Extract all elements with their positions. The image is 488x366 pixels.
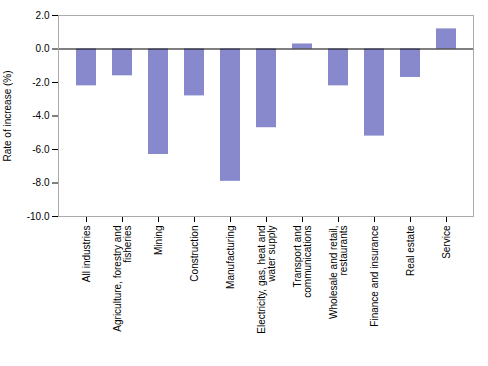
- svg-text:0.0: 0.0: [36, 43, 50, 54]
- svg-text:Finance and insurance: Finance and insurance: [369, 225, 380, 327]
- svg-text:Manufacturing: Manufacturing: [225, 226, 236, 289]
- svg-text:-8.0: -8.0: [32, 177, 50, 188]
- svg-text:Real estate: Real estate: [405, 225, 416, 276]
- svg-text:-10.0: -10.0: [27, 211, 50, 222]
- svg-text:All industries: All industries: [81, 226, 92, 283]
- svg-text:Transport andcommunications: Transport andcommunications: [292, 226, 313, 298]
- svg-text:Electricity, gas, heat andwate: Electricity, gas, heat andwater supply: [256, 226, 277, 334]
- svg-text:Wholesale and retail,restauran: Wholesale and retail,restaurants: [328, 226, 349, 319]
- svg-text:-4.0: -4.0: [32, 110, 50, 121]
- svg-text:2.0: 2.0: [36, 10, 50, 21]
- svg-text:-2.0: -2.0: [32, 77, 50, 88]
- svg-text:Mining: Mining: [153, 226, 164, 255]
- svg-text:-6.0: -6.0: [32, 144, 50, 155]
- svg-text:Agriculture, forestry andfishe: Agriculture, forestry andfisheries: [112, 226, 133, 332]
- svg-text:Construction: Construction: [189, 226, 200, 282]
- svg-text:Rate of increase (%): Rate of increase (%): [2, 70, 13, 161]
- svg-text:Service: Service: [441, 225, 452, 259]
